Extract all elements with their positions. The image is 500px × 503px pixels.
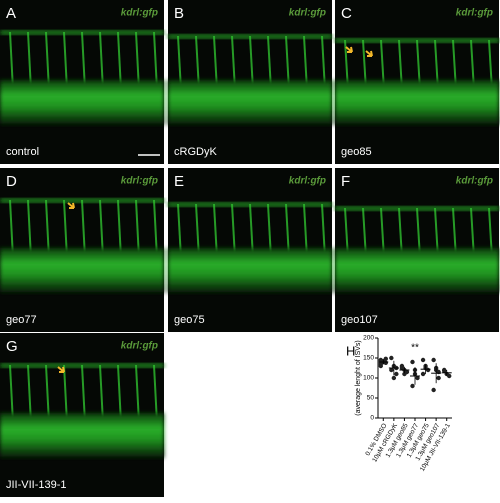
marker-label: kdrl:gfp xyxy=(121,8,158,19)
marker-label: kdrl:gfp xyxy=(289,176,326,187)
y-tick-label: 150 xyxy=(363,355,374,362)
condition-label: control xyxy=(6,146,39,158)
condition-label: geo77 xyxy=(6,314,37,326)
panel-label: G xyxy=(6,338,18,355)
marker-label: kdrl:gfp xyxy=(121,341,158,352)
data-point xyxy=(394,371,399,377)
y-tick-label: 200 xyxy=(363,335,374,342)
chart-panel-label: H xyxy=(346,343,355,358)
data-point xyxy=(383,356,388,361)
data-point xyxy=(431,357,436,363)
y-tick-label: 50 xyxy=(367,395,375,402)
condition-label: geo75 xyxy=(174,314,205,326)
condition-label: cRGDyK xyxy=(174,146,217,158)
panel-label: A xyxy=(6,5,16,22)
condition-label: geo107 xyxy=(341,314,378,326)
data-point xyxy=(436,375,441,381)
arrow xyxy=(345,46,353,53)
trunk-vessels xyxy=(168,80,332,125)
trunk-vessels xyxy=(168,248,332,293)
panel-label: B xyxy=(174,5,184,22)
condition-label: JII-VII-139-1 xyxy=(6,479,67,491)
marker-label: kdrl:gfp xyxy=(456,176,493,187)
data-point xyxy=(415,375,420,381)
trunk-vessels xyxy=(0,248,164,293)
trunk-vessels xyxy=(335,248,499,293)
data-point xyxy=(420,357,426,363)
arrow xyxy=(57,366,65,373)
data-point xyxy=(378,363,383,369)
data-point xyxy=(447,373,452,379)
data-point xyxy=(389,355,394,361)
arrow xyxy=(365,50,373,57)
trunk-vessels xyxy=(335,80,499,125)
y-tick-label: 100 xyxy=(363,375,374,382)
panel-label: E xyxy=(174,173,184,190)
panel-label: C xyxy=(341,5,352,22)
data-point xyxy=(442,368,447,373)
significance: ** xyxy=(411,343,419,354)
data-point xyxy=(420,371,426,377)
y-tick-label: 0 xyxy=(370,415,374,422)
marker-label: kdrl:gfp xyxy=(456,8,493,19)
data-point xyxy=(431,387,436,393)
data-point xyxy=(410,359,415,365)
panel-label: D xyxy=(6,173,17,190)
data-point xyxy=(410,383,415,389)
data-point xyxy=(402,371,407,377)
y-axis-label: (average lenght of ISVs) xyxy=(355,340,362,416)
arrow xyxy=(67,202,75,209)
data-point xyxy=(389,367,394,373)
data-point xyxy=(391,375,397,381)
trunk-vessels xyxy=(0,80,164,125)
trunk-vessels xyxy=(0,413,164,458)
condition-label: geo85 xyxy=(341,146,372,158)
data-point xyxy=(399,365,405,371)
marker-label: kdrl:gfp xyxy=(289,8,326,19)
marker-label: kdrl:gfp xyxy=(121,176,158,187)
panel-label: F xyxy=(341,173,350,190)
